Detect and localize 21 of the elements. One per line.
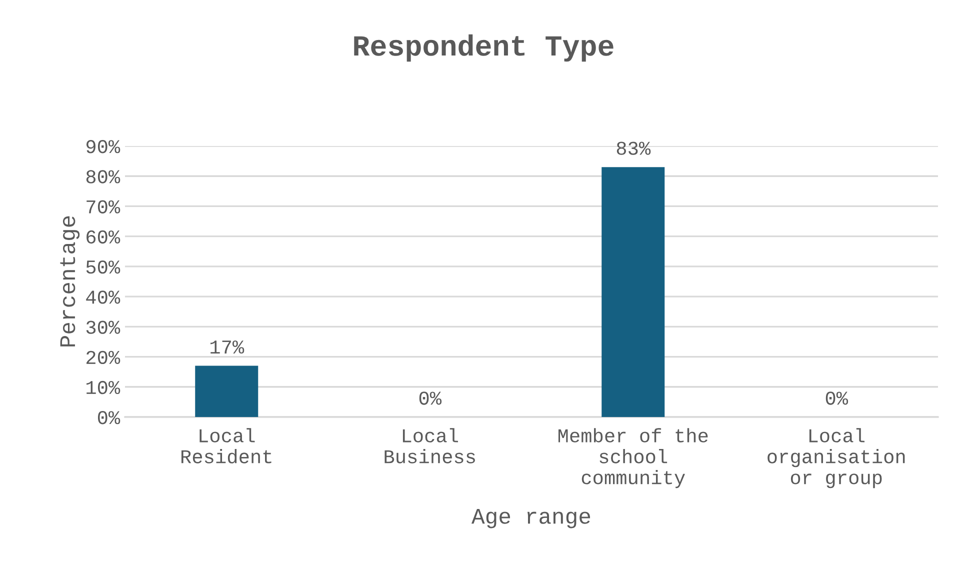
y-tick-label: 70% (86, 200, 120, 214)
y-tick-label: 20% (86, 350, 120, 364)
y-tick-label: 90% (86, 140, 120, 154)
x-tick-label: Local Business (384, 428, 475, 464)
x-axis-title: Age range (471, 509, 590, 528)
chart-title: Respondent Type (354, 34, 614, 62)
data-label: 0% (826, 392, 848, 405)
y-tick-label: 10% (86, 380, 120, 394)
data-label: 83% (616, 142, 651, 155)
y-tick-label: 80% (86, 170, 120, 184)
y-tick-label: 50% (86, 260, 120, 274)
x-tick-label: Local organisation or group (768, 428, 905, 488)
y-tick-label: 0% (98, 411, 120, 424)
data-label: 17% (210, 340, 244, 354)
data-label: 0% (419, 392, 442, 405)
y-tick-label: 30% (86, 320, 120, 334)
y-axis-title: Percentage (60, 216, 80, 346)
y-tick-label: 60% (86, 230, 120, 244)
x-tick-label: Member of the school community (558, 428, 708, 488)
y-tick-label: 40% (86, 290, 120, 304)
x-tick-label: Local Resident (181, 428, 272, 464)
